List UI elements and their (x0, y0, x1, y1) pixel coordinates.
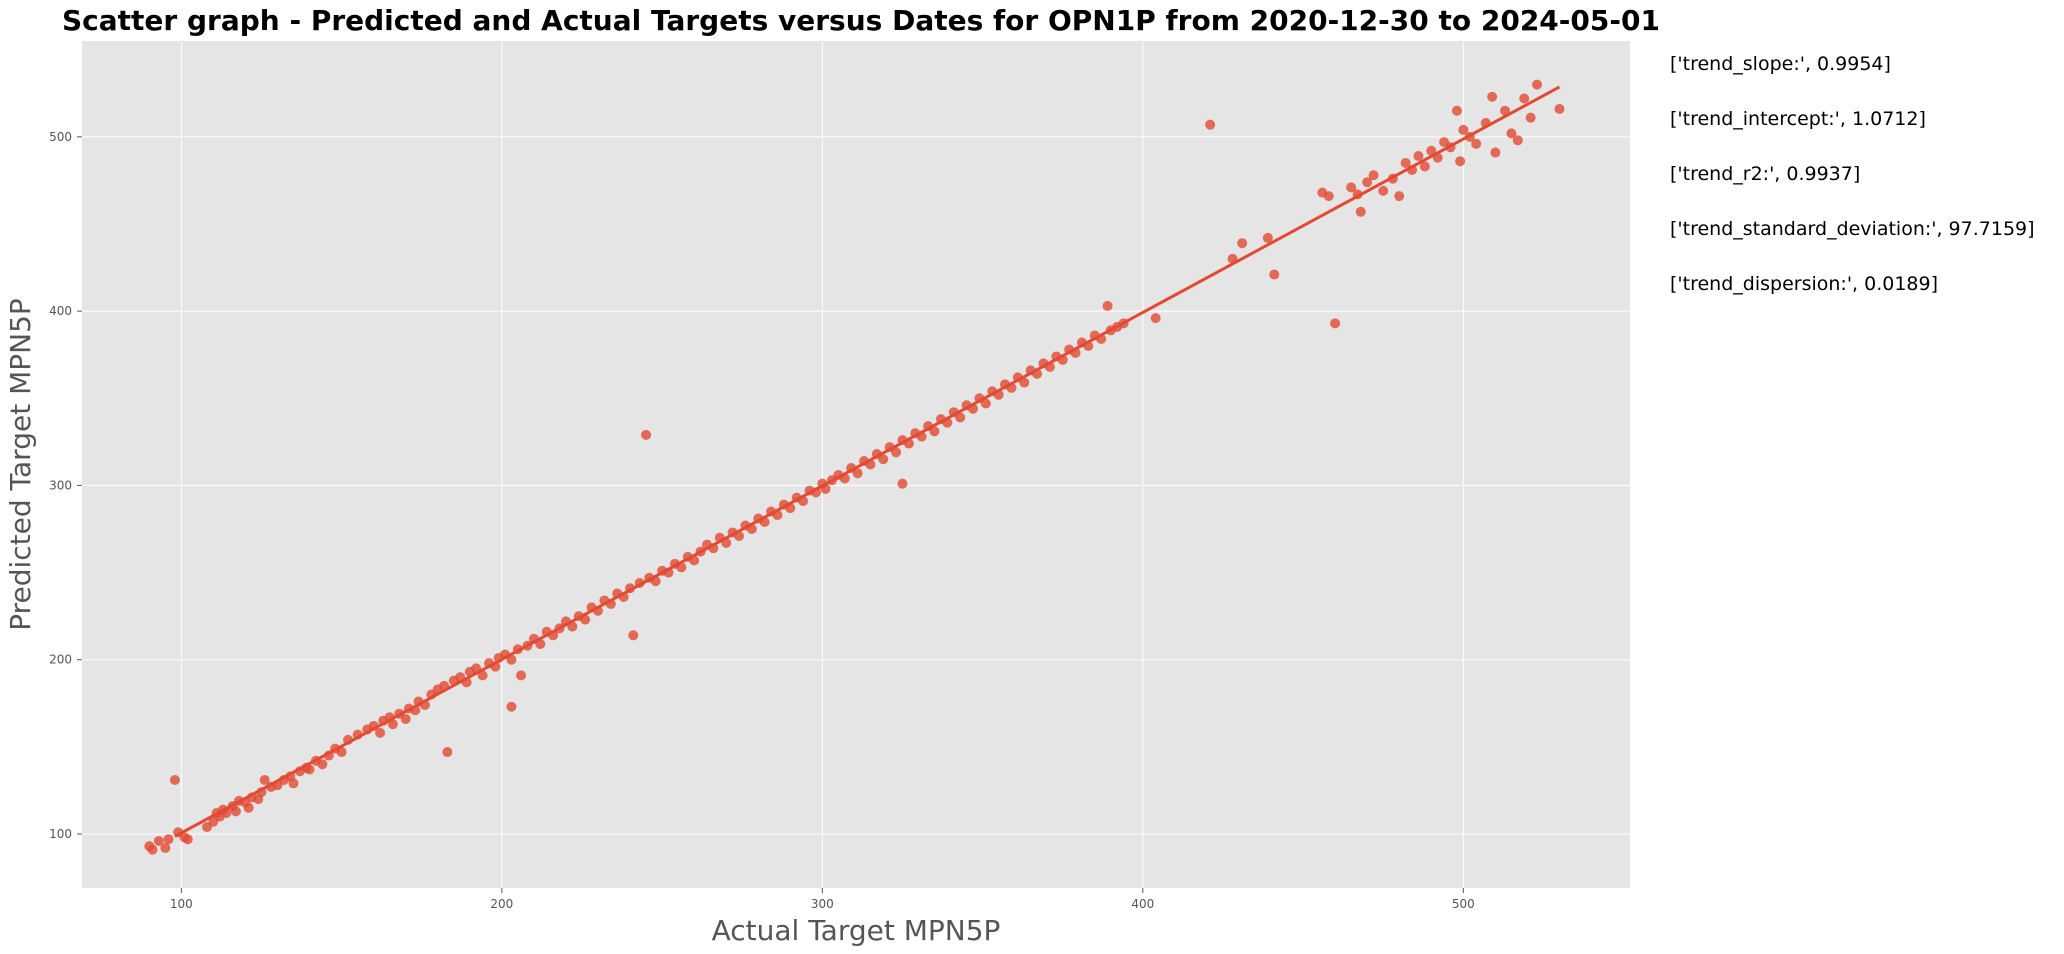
data-point (153, 835, 164, 846)
data-point (147, 844, 158, 855)
data-point (1455, 156, 1466, 167)
data-point (160, 842, 171, 853)
data-point (317, 759, 328, 770)
x-tick-label: 100 (170, 897, 193, 911)
data-point (1506, 128, 1517, 139)
data-point (1019, 377, 1030, 388)
data-point (1413, 151, 1424, 162)
x-tick-label: 300 (811, 897, 834, 911)
axis-ticks: 100 200 300 400 500 100 200 300 400 500 (49, 130, 1475, 911)
data-point (1451, 105, 1462, 116)
stat-trend-r2: ['trend_r2:', 0.9937] (1670, 163, 1861, 185)
x-tick-label: 500 (1452, 897, 1475, 911)
data-point (182, 834, 193, 845)
data-point (243, 802, 254, 813)
y-tick-label: 200 (49, 653, 72, 667)
data-point (641, 429, 652, 440)
grid-lines (82, 41, 1630, 888)
data-point (1512, 135, 1523, 146)
data-point (259, 774, 270, 785)
data-point (516, 670, 527, 681)
data-point (929, 426, 940, 437)
data-point (1262, 232, 1273, 243)
data-point (852, 468, 863, 479)
y-tick-label: 400 (49, 304, 72, 318)
data-point (1419, 161, 1430, 172)
data-point (1394, 191, 1405, 202)
data-point (1368, 170, 1379, 181)
data-point (375, 727, 386, 738)
trend-line (174, 85, 1561, 838)
x-axis-label: Actual Target MPN5P (712, 914, 1001, 947)
data-point (891, 447, 902, 458)
data-point (1458, 124, 1469, 135)
stat-trend-intercept: ['trend_intercept:', 1.0712] (1670, 108, 1926, 130)
data-point (1102, 300, 1113, 311)
data-point (387, 719, 398, 730)
stat-trend-slope: ['trend_slope:', 0.9954] (1670, 53, 1891, 75)
y-tick-label: 300 (49, 478, 72, 492)
x-tick-label: 200 (490, 897, 513, 911)
data-point (878, 454, 889, 465)
data-point (163, 834, 174, 845)
data-point (1362, 177, 1373, 188)
data-point (1519, 93, 1530, 104)
data-point (1400, 157, 1411, 168)
data-point (230, 806, 241, 817)
chart-title: Scatter graph - Predicted and Actual Tar… (62, 4, 1660, 37)
y-tick-label: 500 (49, 130, 72, 144)
data-point (1487, 91, 1498, 102)
data-point (1554, 103, 1565, 114)
data-point (897, 478, 908, 489)
stat-trend-standard-deviation: ['trend_standard_deviation:', 97.7159] (1670, 218, 2035, 240)
data-point (628, 630, 639, 641)
x-tick-label: 400 (1131, 897, 1154, 911)
data-point (336, 747, 347, 758)
data-point (1269, 269, 1280, 280)
y-axis-label: Predicted Target MPN5P (4, 298, 37, 631)
data-point (1490, 147, 1501, 158)
stat-trend-dispersion: ['trend_dispersion:', 0.0189] (1670, 273, 1939, 295)
data-point (288, 778, 299, 789)
data-point (955, 412, 966, 423)
data-point (442, 747, 453, 758)
trend-statistics: ['trend_slope:', 0.9954] ['trend_interce… (1670, 52, 2035, 327)
data-point (1346, 182, 1357, 193)
data-point (304, 764, 315, 775)
data-point (1150, 313, 1161, 324)
data-point (1323, 191, 1334, 202)
data-point (1355, 206, 1366, 217)
data-point (1330, 318, 1341, 329)
data-point (1525, 112, 1536, 123)
data-point (1471, 138, 1482, 149)
data-point (1500, 105, 1511, 116)
data-point (1378, 185, 1389, 196)
data-point (400, 713, 411, 724)
data-point (980, 398, 991, 409)
data-point (1237, 238, 1248, 249)
y-tick-label: 100 (49, 827, 72, 841)
data-point (1532, 79, 1543, 90)
data-point (169, 774, 180, 785)
data-point (1205, 119, 1216, 130)
data-point (506, 701, 517, 712)
